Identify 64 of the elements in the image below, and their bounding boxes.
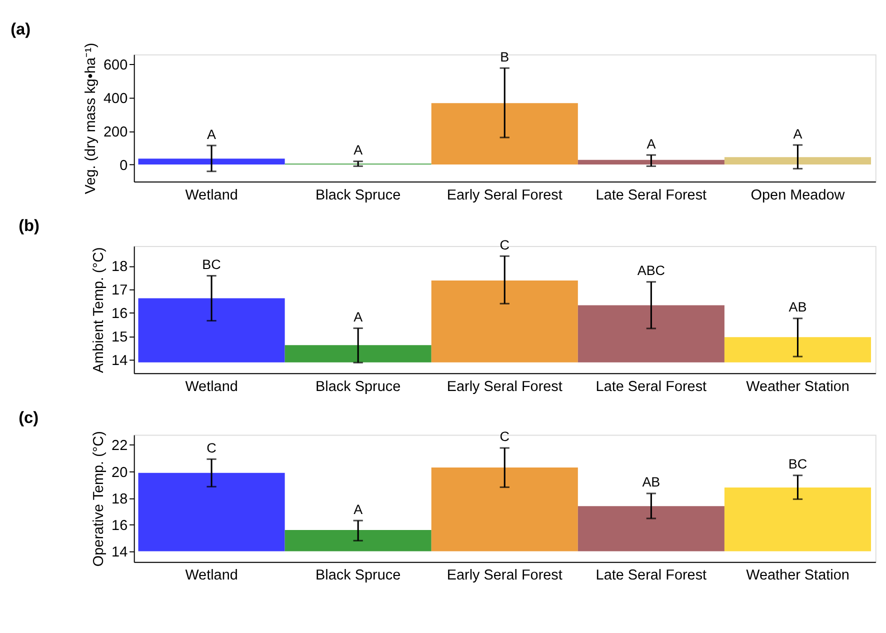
- annotation: A: [354, 309, 363, 324]
- bar: [724, 337, 872, 362]
- bar: [578, 305, 724, 362]
- x-tick-label: Wetland: [185, 378, 238, 395]
- y-tick-label: 600: [104, 58, 128, 74]
- bar: [431, 103, 578, 165]
- y-tick-label: 15: [112, 329, 128, 346]
- x-tick-label: Early Seral Forest: [446, 378, 562, 395]
- y-tick-label: 22: [112, 438, 128, 454]
- y-tick-label: 400: [104, 91, 128, 108]
- x-tick-label: Weather Station: [746, 378, 850, 395]
- y-tick-label: 14: [112, 352, 128, 369]
- annotation: ABC: [637, 263, 666, 278]
- x-tick-label: Early Seral Forest: [446, 187, 562, 204]
- annotation: A: [354, 502, 363, 517]
- annotation: AB: [642, 474, 660, 490]
- x-tick-label: Late Seral Forest: [596, 568, 707, 584]
- y-tick-label: 18: [112, 491, 128, 508]
- bar: [724, 487, 872, 552]
- bar: [431, 468, 578, 552]
- y-axis-title: Operative Temp. (°C): [90, 431, 107, 567]
- annotation: C: [206, 440, 217, 456]
- annotation: C: [500, 429, 510, 444]
- bar: [138, 158, 285, 165]
- y-tick-label: 14: [112, 544, 128, 561]
- annotation: A: [793, 126, 802, 142]
- annotation: B: [500, 49, 510, 64]
- chart-title: (a): [10, 20, 31, 39]
- chart-title: (b): [18, 217, 40, 236]
- x-tick-label: Weather Station: [746, 568, 850, 584]
- bar: [578, 506, 724, 552]
- chart-title: (c): [18, 408, 39, 427]
- y-tick-label: 200: [104, 124, 128, 140]
- x-tick-label: Black Spruce: [316, 187, 401, 204]
- y-axis-title: Veg. (dry mass kg•ha⁻¹): [82, 42, 99, 194]
- x-tick-label: Black Spruce: [316, 378, 401, 395]
- annotation: A: [354, 142, 363, 158]
- x-tick-label: Black Spruce: [316, 568, 401, 584]
- annotation: A: [646, 136, 656, 152]
- annotation: BC: [788, 456, 808, 472]
- y-tick-label: 20: [112, 464, 128, 481]
- bar: [431, 280, 578, 362]
- bar: [284, 345, 432, 362]
- x-tick-label: Early Seral Forest: [446, 568, 562, 584]
- x-tick-label: Late Seral Forest: [596, 187, 707, 204]
- x-tick-label: Wetland: [185, 187, 238, 204]
- y-tick-label: 0: [120, 158, 128, 174]
- y-tick-label: 16: [112, 306, 128, 322]
- annotation: C: [500, 237, 510, 252]
- annotation: AB: [788, 300, 807, 315]
- bar: [284, 530, 432, 552]
- x-tick-label: Wetland: [185, 568, 238, 584]
- y-tick-label: 17: [112, 282, 128, 299]
- annotation: A: [207, 126, 216, 142]
- bar: [138, 472, 285, 552]
- bar: [724, 157, 872, 165]
- x-tick-label: Late Seral Forest: [596, 378, 707, 395]
- bar: [578, 160, 724, 165]
- bar: [138, 298, 285, 362]
- y-tick-label: 16: [112, 518, 128, 534]
- annotation: BC: [202, 257, 222, 272]
- x-tick-label: Open Meadow: [750, 187, 846, 204]
- y-tick-label: 18: [112, 259, 128, 276]
- y-axis-title: Ambient Temp. (°C): [90, 247, 107, 374]
